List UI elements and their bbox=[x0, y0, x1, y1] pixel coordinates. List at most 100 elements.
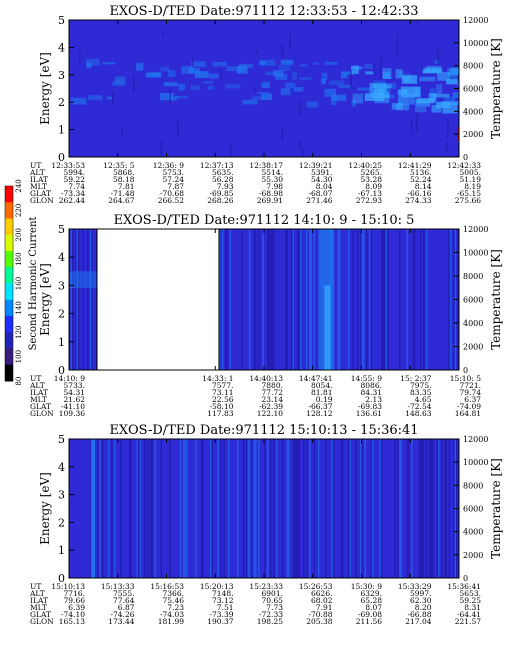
panel-2: EXOS-D/TED Date:971112 14:10: 9 - 15:10:… bbox=[29, 213, 503, 418]
spectrogram-column bbox=[352, 439, 354, 578]
spectrogram-column bbox=[304, 229, 306, 370]
spectrogram-column bbox=[121, 439, 123, 578]
spectrogram-cell bbox=[346, 71, 355, 75]
spectrogram-column bbox=[316, 229, 318, 370]
spectrogram-cell bbox=[190, 85, 200, 90]
y-tick-label: 4 bbox=[58, 461, 65, 474]
orbit-value: 5733. bbox=[64, 381, 85, 390]
spectrogram-column bbox=[445, 229, 447, 370]
spectrogram-column bbox=[88, 229, 90, 370]
spectrogram-cell bbox=[302, 148, 305, 157]
spectrogram-column bbox=[246, 439, 248, 578]
spectrogram-column bbox=[315, 229, 317, 370]
spectrogram-cell bbox=[398, 97, 409, 106]
spectrogram-column bbox=[280, 229, 282, 370]
spectrogram-column bbox=[192, 439, 194, 578]
orbit-value: 73.12 bbox=[212, 596, 234, 605]
orbit-value: 22.56 bbox=[212, 395, 234, 404]
spectrogram-column bbox=[255, 439, 257, 578]
spectrogram-column bbox=[234, 439, 236, 578]
spectrogram-column bbox=[210, 439, 212, 578]
spectrogram-column bbox=[145, 439, 147, 578]
spectrogram-column bbox=[387, 439, 389, 578]
orbit-value: 264.67 bbox=[108, 196, 134, 205]
spectrogram-column bbox=[184, 439, 186, 578]
spectrogram-column bbox=[444, 439, 446, 578]
spectrogram-column bbox=[409, 229, 411, 370]
spectrogram-column bbox=[225, 229, 227, 370]
spectrogram-cell bbox=[174, 96, 189, 99]
spectrogram-column bbox=[390, 439, 392, 578]
spectrogram-column bbox=[313, 229, 315, 370]
orbit-value: 7716. bbox=[64, 589, 85, 598]
orbit-row-label: GLAT bbox=[30, 189, 51, 198]
spectrogram-column bbox=[120, 439, 122, 578]
spectrogram-column bbox=[366, 229, 368, 370]
spectrogram-column bbox=[142, 439, 144, 578]
spectrogram-column bbox=[384, 439, 386, 578]
spectrogram-column bbox=[358, 439, 360, 578]
spectrogram-cell bbox=[329, 80, 345, 86]
spectrogram-cell bbox=[86, 58, 100, 66]
spectrogram-column bbox=[160, 439, 162, 578]
spectrogram-column bbox=[402, 439, 404, 578]
spectrogram-column bbox=[340, 229, 342, 370]
colorbar-tick-label: 140 bbox=[15, 301, 23, 314]
spectrogram-column bbox=[396, 229, 398, 370]
spectrogram-column bbox=[346, 229, 348, 370]
spectrogram-column bbox=[400, 229, 402, 370]
spectrogram-column bbox=[291, 439, 293, 578]
spectrogram-column bbox=[295, 439, 297, 578]
spectrogram-column bbox=[444, 229, 446, 370]
spectrogram-cell bbox=[178, 83, 186, 91]
orbit-row-label: ALT bbox=[29, 381, 45, 390]
spectrogram-column bbox=[345, 229, 347, 370]
spectrogram-column bbox=[177, 439, 179, 578]
spectrogram-cell bbox=[415, 113, 418, 133]
spectrogram-column bbox=[300, 229, 302, 370]
bright-band bbox=[324, 285, 331, 370]
orbit-row-label: GLON bbox=[30, 617, 54, 626]
spectrogram-column bbox=[427, 439, 429, 578]
orbit-value: 5653. bbox=[460, 589, 481, 598]
spectrogram-column bbox=[426, 439, 428, 578]
orbit-value: 8.20 bbox=[415, 603, 432, 612]
spectrogram-cell bbox=[350, 70, 352, 88]
orbit-value: 7.73 bbox=[266, 603, 283, 612]
spectrogram-column bbox=[94, 439, 96, 578]
spectrogram-column bbox=[250, 439, 252, 578]
spectrogram-column bbox=[369, 229, 371, 370]
orbit-value: 7.91 bbox=[316, 603, 333, 612]
y-tick-label: 3 bbox=[58, 69, 65, 82]
spectrogram-cell bbox=[437, 71, 450, 81]
y-tick-label: 1 bbox=[58, 544, 65, 557]
spectrogram-column bbox=[282, 229, 284, 370]
orbit-value: 73.11 bbox=[212, 388, 233, 397]
orbit-value: 117.83 bbox=[207, 409, 233, 418]
spectrogram-cell bbox=[146, 71, 161, 78]
spectrogram-column bbox=[379, 439, 381, 578]
spectrogram-column bbox=[199, 439, 201, 578]
panel-title: EXOS-D/TED Date:971112 12:33:53 - 12:42:… bbox=[109, 4, 418, 19]
spectrogram-field bbox=[69, 229, 459, 370]
spectrogram-column bbox=[273, 229, 275, 370]
spectrogram-column bbox=[247, 439, 249, 578]
spectrogram-column bbox=[138, 439, 140, 578]
spectrogram-cell bbox=[273, 70, 284, 77]
orbit-value: 109.36 bbox=[59, 409, 85, 418]
orbit-value: 62.30 bbox=[410, 596, 432, 605]
panel-3: EXOS-D/TED Date:971112 15:10:13 - 15:36:… bbox=[29, 423, 503, 626]
spectrogram-cell bbox=[278, 65, 291, 72]
spectrogram-column bbox=[256, 229, 258, 370]
spectrogram-column bbox=[276, 439, 278, 578]
orbit-row-label: GLON bbox=[30, 409, 54, 418]
spectrogram-cell bbox=[380, 57, 382, 79]
spectrogram-cell bbox=[226, 66, 242, 72]
orbit-value: 7148. bbox=[212, 589, 233, 598]
spectrogram-column bbox=[243, 439, 245, 578]
spectrogram-column bbox=[226, 229, 228, 370]
orbit-value: 5868. bbox=[113, 168, 134, 177]
orbit-value: 5635. bbox=[212, 168, 233, 177]
orbit-value: 56.28 bbox=[212, 175, 234, 184]
spectrogram-cell bbox=[419, 76, 436, 82]
